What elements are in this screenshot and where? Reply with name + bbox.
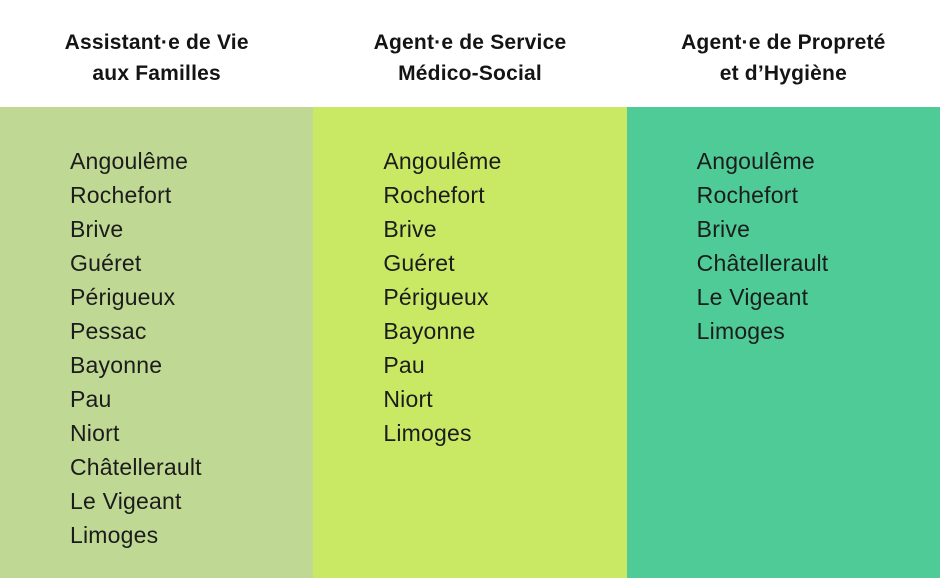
city-item: Rochefort — [383, 182, 485, 208]
city-item: Châtellerault — [70, 454, 202, 480]
city-item: Pessac — [70, 318, 147, 344]
column-title-assistant-de-vie: Assistant·e de Vie aux Familles — [0, 0, 313, 107]
column-agent-proprete-hygiene: Angoulême Rochefort Brive Châtellerault Le V… — [626, 107, 940, 578]
columns-body: Angoulême Rochefort Brive Guéret Périgueux Pe… — [0, 107, 940, 578]
city-item: Châtellerault — [696, 250, 829, 276]
title-line: Agent·e de Propreté — [681, 30, 886, 54]
city-item: Le Vigeant — [70, 488, 182, 514]
city-list-assistant-de-vie: Angoulême Rochefort Brive Guéret Périgueux Pe… — [70, 144, 303, 552]
title-line: Assistant·e de Vie — [64, 30, 249, 54]
city-item: Le Vigeant — [696, 284, 809, 310]
column-agent-service-medico-social: Angoulême Rochefort Brive Guéret Périgueux Ba… — [313, 107, 627, 578]
city-item: Angoulême — [383, 148, 502, 174]
city-item: Pau — [383, 352, 425, 378]
city-list-agent-service-medico-social: Angoulême Rochefort Brive Guéret Périgueux Ba… — [383, 144, 616, 450]
city-item: Limoges — [383, 420, 472, 446]
city-item: Pau — [70, 386, 112, 412]
city-item: Brive — [70, 216, 124, 242]
title-line: et d’Hygiène — [719, 61, 847, 85]
city-item: Niort — [70, 420, 120, 446]
city-item: Bayonne — [383, 318, 476, 344]
column-title-agent-proprete-hygiene: Agent·e de Propreté et d’Hygiène — [627, 0, 940, 107]
city-item: Guéret — [383, 250, 455, 276]
city-item: Limoges — [70, 522, 159, 548]
column-assistant-de-vie: Angoulême Rochefort Brive Guéret Périgueux Pe… — [0, 107, 314, 578]
city-item: Rochefort — [70, 182, 172, 208]
city-item: Brive — [696, 216, 751, 242]
title-line: Médico-Social — [398, 61, 542, 85]
city-list-agent-proprete-hygiene: Angoulême Rochefort Brive Châtellerault Le V… — [697, 144, 930, 348]
city-item: Guéret — [70, 250, 142, 276]
city-item: Rochefort — [696, 182, 799, 208]
city-item: Bayonne — [70, 352, 163, 378]
city-item: Angoulême — [70, 148, 189, 174]
title-line: aux Familles — [92, 61, 221, 85]
column-title-agent-service-medico-social: Agent·e de Service Médico-Social — [313, 0, 626, 107]
header-row: Assistant·e de Vie aux Familles Agent·e … — [0, 0, 940, 107]
title-line: Agent·e de Service — [373, 30, 567, 54]
city-item: Limoges — [696, 318, 785, 344]
city-item: Niort — [383, 386, 433, 412]
city-item: Brive — [383, 216, 437, 242]
city-item: Périgueux — [70, 284, 176, 310]
city-item: Angoulême — [696, 148, 815, 174]
city-item: Périgueux — [383, 284, 489, 310]
